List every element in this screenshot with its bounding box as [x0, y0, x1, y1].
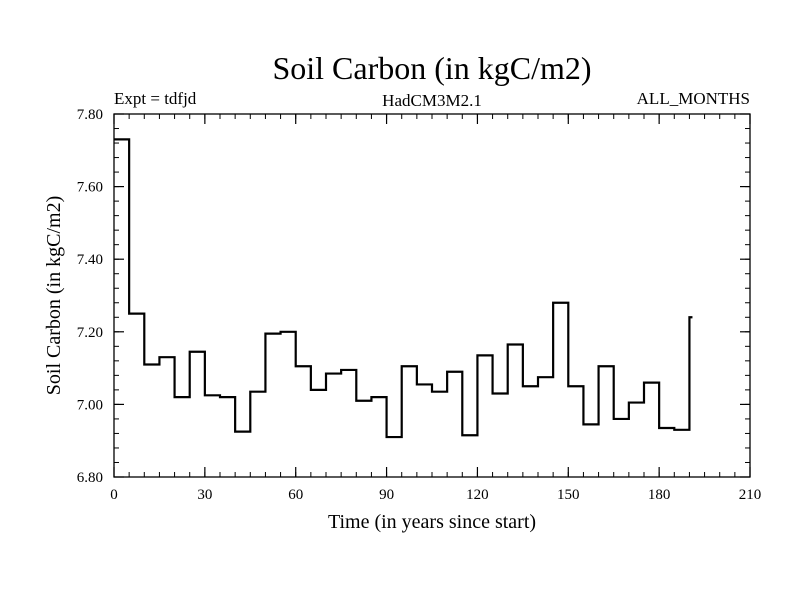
x-tick-label: 60	[288, 487, 303, 503]
x-tick-label: 120	[466, 487, 489, 503]
x-tick-label: 150	[557, 487, 580, 503]
minor-ticks	[113, 113, 751, 478]
y-axis-label: Soil Carbon (in kgC/m2)	[43, 196, 65, 395]
x-tick-label: 0	[110, 487, 118, 503]
x-tick-label: 210	[739, 487, 762, 503]
x-tick-label: 180	[648, 487, 671, 503]
y-tick-label: 7.60	[77, 180, 103, 196]
chart-title: Soil Carbon (in kgC/m2)	[272, 50, 591, 86]
soil-carbon-series-line	[114, 138, 693, 439]
months-label: ALL_MONTHS	[637, 89, 750, 108]
plot-frame	[113, 113, 751, 478]
x-tick-label: 30	[197, 487, 212, 503]
model-label: HadCM3M2.1	[382, 91, 482, 110]
x-tick-label: 90	[379, 487, 394, 503]
y-tick-label: 7.00	[77, 397, 103, 413]
y-tick-label: 7.80	[77, 107, 103, 123]
y-tick-label: 7.20	[77, 325, 103, 341]
y-tick-label: 7.40	[77, 252, 103, 268]
x-axis-label: Time (in years since start)	[328, 511, 536, 533]
y-tick-label: 6.80	[77, 470, 103, 486]
x-tick-labels: 0 30 60 90 120 150 180 210	[110, 487, 761, 503]
major-ticks	[113, 113, 751, 478]
experiment-label: Expt = tdfjd	[114, 89, 197, 108]
y-tick-labels: 6.80 7.00 7.20 7.40 7.60 7.80	[77, 107, 103, 486]
